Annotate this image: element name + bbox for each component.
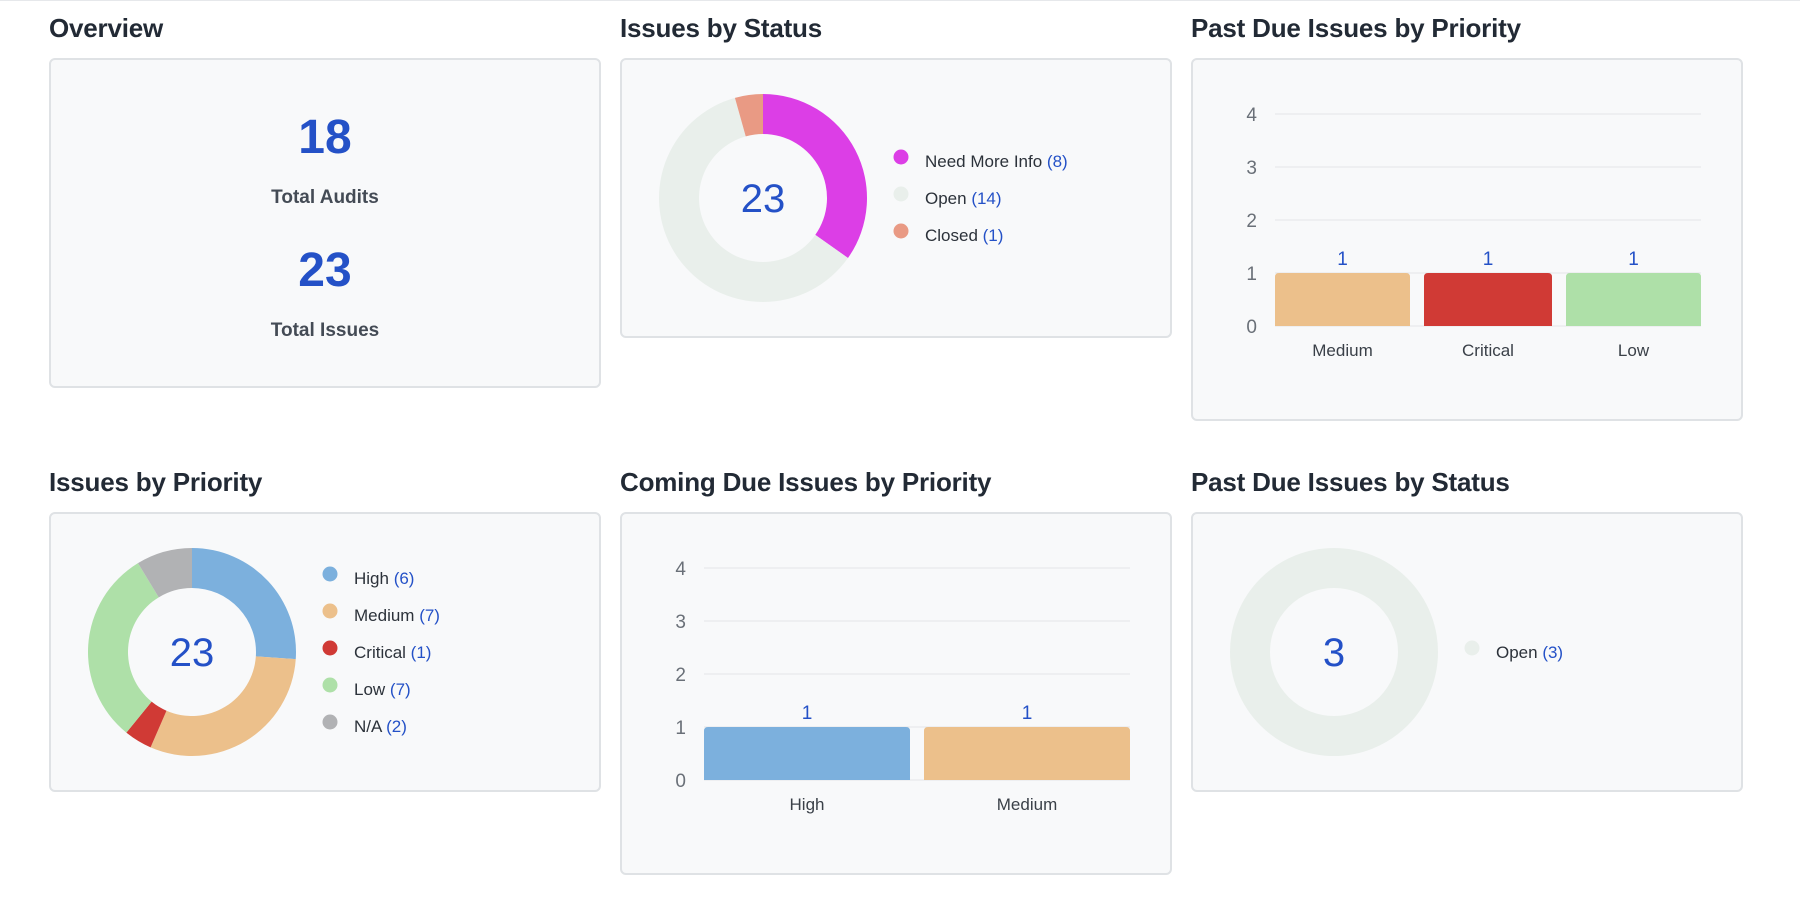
past-due-by-priority-chart: 0 1 2 3 4 1 Medium 1 Critical 1 Low bbox=[1246, 105, 1701, 360]
x-tick-medium: Medium bbox=[1312, 341, 1372, 360]
donut-slice-high[interactable] bbox=[192, 548, 296, 660]
legend-swatch-n-a bbox=[322, 714, 338, 730]
legend-label-n-a: N/A (2) bbox=[354, 717, 407, 736]
legend-item-critical[interactable]: Critical (1) bbox=[322, 640, 432, 663]
issues-by-status-chart: 23 Need More Info (8) Open (14) Closed (1) bbox=[659, 94, 1068, 303]
legend-item-high[interactable]: High (6) bbox=[322, 566, 415, 589]
legend-item-closed[interactable]: Closed (1) bbox=[893, 223, 1004, 246]
legend-item-n-a[interactable]: N/A (2) bbox=[322, 714, 407, 737]
y-tick-1: 1 bbox=[1246, 264, 1257, 285]
donut-slice-closed[interactable] bbox=[734, 94, 763, 137]
issues-by-status-card: 23 Need More Info (8) Open (14) Closed (1) bbox=[620, 58, 1172, 338]
legend-swatch-critical bbox=[322, 640, 338, 656]
donut-slice-need-more-info[interactable] bbox=[763, 94, 867, 258]
donut-center-value: 3 bbox=[1323, 631, 1345, 675]
legend-swatch-medium bbox=[322, 603, 338, 619]
overview-title: Overview bbox=[49, 13, 164, 43]
legend-count-low: (7) bbox=[390, 680, 411, 699]
x-tick-high: High bbox=[790, 795, 825, 814]
donut-slice-low[interactable] bbox=[88, 563, 159, 733]
legend-count-high: (6) bbox=[394, 569, 415, 588]
legend-swatch-low bbox=[322, 677, 338, 693]
coming-due-by-priority-title: Coming Due Issues by Priority bbox=[620, 467, 992, 497]
legend-item-open[interactable]: Open (14) bbox=[893, 186, 1002, 209]
overview-card: 18 Total Audits 23 Total Issues bbox=[49, 58, 601, 388]
issues-by-priority-chart: 23 High (6) Medium (7) Critical (1) Low (7) N… bbox=[88, 548, 440, 756]
issues-by-priority-card: 23 High (6) Medium (7) Critical (1) Low (7) N… bbox=[49, 512, 601, 792]
legend-item-low[interactable]: Low (7) bbox=[322, 677, 411, 700]
x-tick-critical: Critical bbox=[1462, 341, 1514, 360]
x-tick-medium: Medium bbox=[997, 795, 1057, 814]
donut-slice-n-a[interactable] bbox=[137, 548, 192, 598]
bar-high[interactable] bbox=[704, 727, 910, 780]
legend-label-open: Open (3) bbox=[1496, 643, 1563, 662]
donut-center-value: 23 bbox=[741, 177, 786, 221]
y-tick-2: 2 bbox=[675, 665, 686, 686]
donut-slice-open[interactable] bbox=[659, 97, 848, 303]
bar-value-high: 1 bbox=[802, 703, 813, 724]
past-due-by-status-card: 3 Open (3) bbox=[1191, 512, 1743, 792]
y-tick-4: 4 bbox=[1246, 105, 1257, 126]
x-tick-low: Low bbox=[1618, 341, 1650, 360]
bar-value-low: 1 bbox=[1628, 249, 1639, 270]
donut-slice-medium[interactable] bbox=[150, 656, 296, 756]
legend-count-open: (3) bbox=[1542, 643, 1563, 662]
legend-swatch-high bbox=[322, 566, 338, 582]
legend-label-open: Open (14) bbox=[925, 189, 1002, 208]
past-due-by-status-chart: 3 Open (3) bbox=[1230, 548, 1564, 756]
bar-value-medium: 1 bbox=[1022, 703, 1033, 724]
past-due-by-priority-title: Past Due Issues by Priority bbox=[1191, 13, 1521, 43]
donut-center-value: 23 bbox=[170, 631, 215, 675]
legend-label-critical: Critical (1) bbox=[354, 643, 431, 662]
past-due-by-status-title: Past Due Issues by Status bbox=[1191, 467, 1510, 497]
legend-count-open: (14) bbox=[971, 189, 1001, 208]
total-audits-value[interactable]: 18 bbox=[298, 111, 352, 164]
y-tick-1: 1 bbox=[675, 718, 686, 739]
legend-label-need-more-info: Need More Info (8) bbox=[925, 152, 1068, 171]
bar-value-critical: 1 bbox=[1483, 249, 1494, 270]
legend-swatch-open bbox=[1464, 640, 1480, 656]
legend-label-low: Low (7) bbox=[354, 680, 411, 699]
total-issues-label: Total Issues bbox=[270, 320, 380, 341]
bar-critical[interactable] bbox=[1424, 273, 1552, 326]
bar-medium[interactable] bbox=[1275, 273, 1410, 326]
legend-item-open[interactable]: Open (3) bbox=[1464, 640, 1564, 663]
legend-count-critical: (1) bbox=[411, 643, 432, 662]
bar-low[interactable] bbox=[1566, 273, 1701, 326]
legend-count-closed: (1) bbox=[983, 226, 1004, 245]
legend-label-high: High (6) bbox=[354, 569, 414, 588]
legend-count-n-a: (2) bbox=[386, 717, 407, 736]
legend-swatch-need-more-info bbox=[893, 149, 909, 165]
past-due-by-priority-card: 0 1 2 3 4 1 Medium 1 Critical 1 Low bbox=[1191, 58, 1743, 421]
y-tick-4: 4 bbox=[675, 559, 686, 580]
coming-due-by-priority-card: 0 1 2 3 4 1 High 1 Medium bbox=[620, 512, 1172, 875]
y-tick-2: 2 bbox=[1246, 211, 1257, 232]
issues-by-priority-title: Issues by Priority bbox=[49, 467, 263, 497]
y-tick-3: 3 bbox=[1246, 158, 1257, 179]
legend-item-need-more-info[interactable]: Need More Info (8) bbox=[893, 149, 1068, 172]
issues-by-status-title: Issues by Status bbox=[620, 13, 822, 43]
legend-count-need-more-info: (8) bbox=[1047, 152, 1068, 171]
legend-item-medium[interactable]: Medium (7) bbox=[322, 603, 440, 626]
legend-swatch-open bbox=[893, 186, 909, 202]
legend-swatch-closed bbox=[893, 223, 909, 239]
legend-label-closed: Closed (1) bbox=[925, 226, 1003, 245]
bar-value-medium: 1 bbox=[1337, 249, 1348, 270]
bar-medium[interactable] bbox=[924, 727, 1130, 780]
donut-slice-open[interactable] bbox=[1230, 548, 1438, 756]
y-tick-3: 3 bbox=[675, 612, 686, 633]
donut-slice-critical[interactable] bbox=[126, 701, 167, 748]
legend-count-medium: (7) bbox=[419, 606, 440, 625]
y-tick-0: 0 bbox=[1246, 317, 1257, 338]
total-audits-label: Total Audits bbox=[271, 187, 379, 208]
legend-label-medium: Medium (7) bbox=[354, 606, 440, 625]
coming-due-by-priority-chart: 0 1 2 3 4 1 High 1 Medium bbox=[675, 559, 1130, 814]
y-tick-0: 0 bbox=[675, 771, 686, 792]
top-divider bbox=[0, 0, 1800, 1]
total-issues-value[interactable]: 23 bbox=[298, 244, 352, 297]
